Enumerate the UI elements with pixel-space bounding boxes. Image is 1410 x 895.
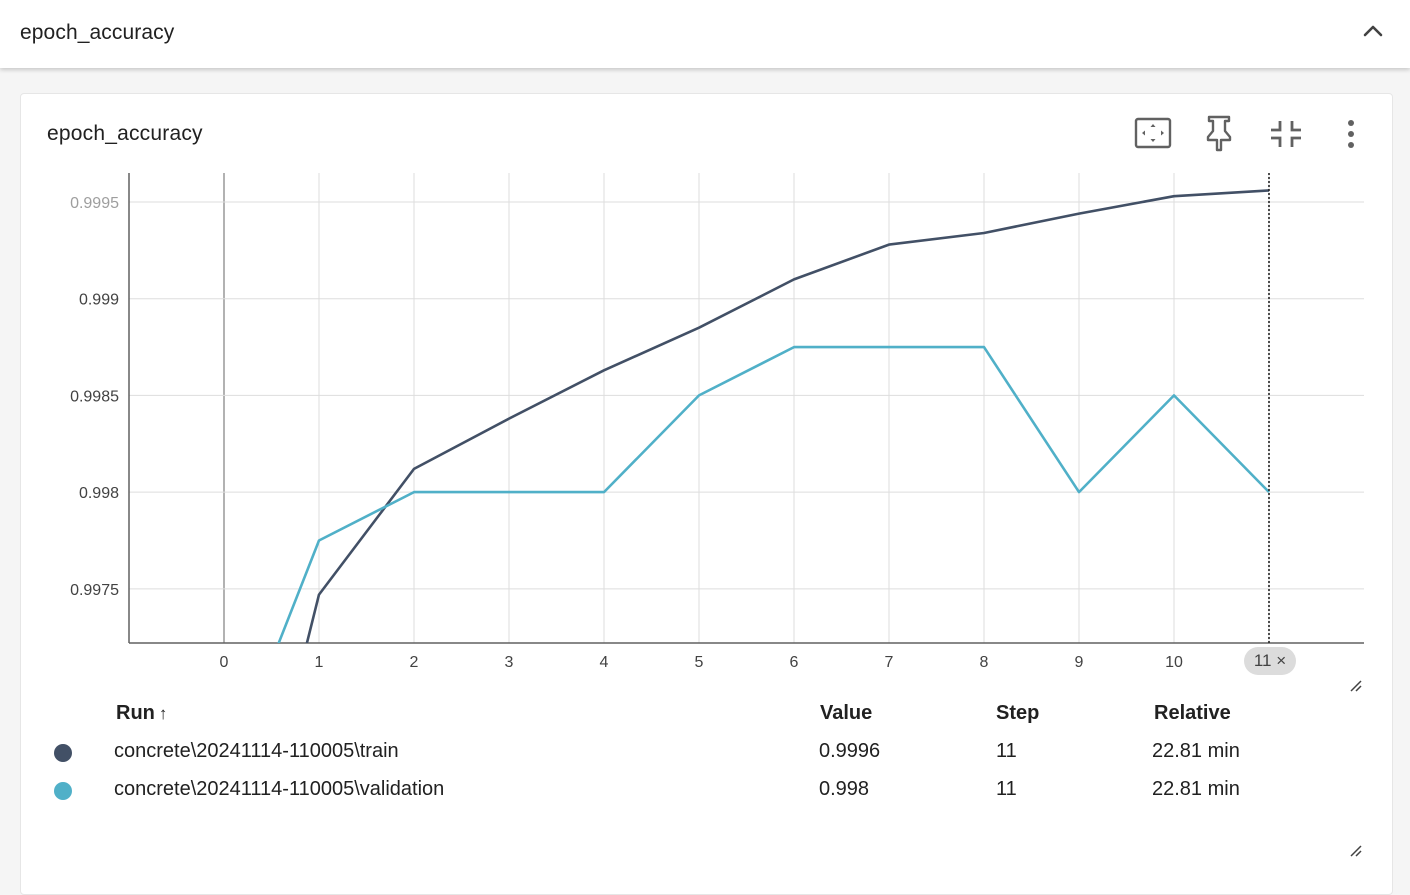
value-column-header[interactable]: Value <box>820 702 873 724</box>
run-value: 0.998 <box>819 778 870 800</box>
x-tick-label: 6 <box>790 654 799 671</box>
y-tick-label: 0.999 <box>79 292 119 309</box>
pin-button[interactable] <box>1199 114 1239 154</box>
group-title: epoch_accuracy <box>20 21 175 44</box>
run-header-label: Run <box>116 702 155 724</box>
x-tick-label: 10 <box>1165 654 1183 671</box>
series-line-validation <box>277 345 1270 643</box>
run-relative: 22.81 min <box>1152 778 1240 800</box>
collapse-card-icon <box>1271 121 1301 147</box>
more-options-button[interactable] <box>1331 114 1371 154</box>
series-line-train <box>305 189 1270 643</box>
chart-resize-handle[interactable] <box>1349 679 1363 693</box>
y-tick-label: 0.9985 <box>70 388 119 405</box>
collapse-card-button[interactable] <box>1266 114 1306 154</box>
line-chart[interactable]: 0.9975 0.998 0.9985 0.999 0.9995 0 1 2 3 4 5 6 7 8 9 10 <box>21 94 1392 694</box>
run-step: 11 <box>996 740 1017 762</box>
run-color-swatch <box>54 782 72 800</box>
y-tick-label: 0.9975 <box>70 582 119 599</box>
y-tick-label: 0.998 <box>79 485 119 502</box>
card-title: epoch_accuracy <box>47 122 203 145</box>
run-name: concrete\20241114-110005\validation <box>114 778 445 800</box>
y-tick-label: 0.9995 <box>70 195 119 212</box>
fit-to-data-icon <box>1134 117 1172 149</box>
group-header: epoch_accuracy <box>0 0 1410 68</box>
selected-step-badge[interactable]: 11 × <box>1244 647 1296 675</box>
run-color-swatch <box>54 744 72 762</box>
run-column-header[interactable]: Run ↑ <box>116 702 167 725</box>
resize-icon <box>1350 845 1362 857</box>
table-resize-handle[interactable] <box>1349 844 1363 858</box>
x-tick-label: 9 <box>1075 654 1084 671</box>
fit-to-data-button[interactable] <box>1133 114 1173 154</box>
sort-ascending-icon: ↑ <box>158 704 168 723</box>
x-tick-label: 5 <box>695 654 704 671</box>
relative-column-header[interactable]: Relative <box>1154 702 1231 724</box>
step-column-header[interactable]: Step <box>996 702 1040 724</box>
x-tick-label: 3 <box>505 654 514 671</box>
run-name: concrete\20241114-110005\train <box>114 740 399 762</box>
x-tick-label: 7 <box>885 654 894 671</box>
resize-icon <box>1350 680 1362 692</box>
selected-step-label: 11 <box>1253 651 1272 670</box>
x-tick-label: 8 <box>980 654 989 671</box>
x-tick-label: 4 <box>600 654 609 671</box>
run-value: 0.9996 <box>819 740 881 762</box>
x-tick-label: 1 <box>315 654 324 671</box>
more-vert-icon <box>1348 120 1354 148</box>
x-tick-label: 0 <box>220 654 229 671</box>
chevron-up-icon <box>1363 25 1383 37</box>
x-tick-label: 2 <box>410 654 419 671</box>
close-icon[interactable]: × <box>1276 651 1287 670</box>
pin-icon <box>1206 115 1232 152</box>
run-relative: 22.81 min <box>1152 740 1240 762</box>
run-step: 11 <box>996 778 1017 800</box>
chart-card: epoch_accuracy 0.9975 0.998 0.9985 0.999 0.9… <box>20 93 1393 895</box>
collapse-group-button[interactable] <box>1356 16 1390 46</box>
